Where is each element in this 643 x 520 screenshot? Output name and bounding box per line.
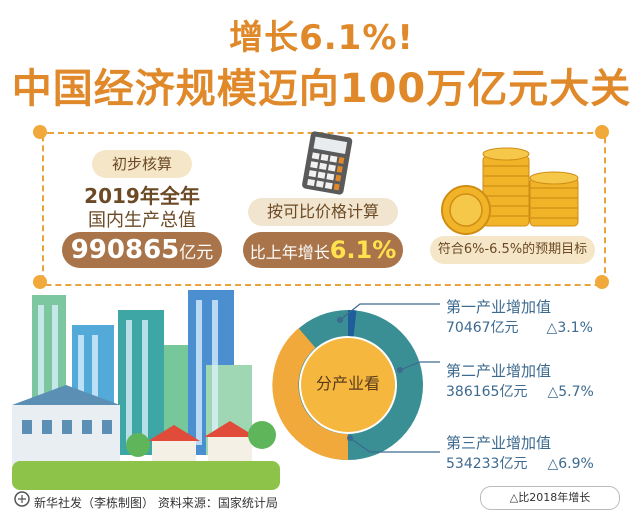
industry-item-primary: 第一产业增加值 70467亿元 △3.1% [446, 296, 593, 337]
expectation-pill: 符合6%-6.5%的预期目标 [430, 236, 595, 264]
panel-corner-dot-icon [595, 275, 609, 289]
xinhua-logo-icon [14, 491, 30, 507]
industry-value-row: 70467亿元 △3.1% [446, 317, 593, 337]
panel-corner-dot-icon [33, 125, 47, 139]
industry-name: 第一产业增加值 [446, 298, 552, 316]
panel-corner-dot-icon [595, 125, 609, 139]
industry-change: △6.9% [547, 456, 594, 472]
label-pill: 初步核算 [92, 150, 192, 178]
industry-name: 第三产业增加值 [446, 434, 552, 452]
industry-value: 534233亿元 [446, 456, 528, 472]
industry-value-row: 534233亿元 △6.9% [446, 453, 594, 473]
growth-prefix: 比上年增长 [249, 243, 330, 262]
footer-note: △比2018年增长 [480, 486, 620, 510]
footer-credit: 新华社发（李栋制图） 资料来源：国家统计局 [34, 496, 278, 510]
industry-value: 70467亿元 [446, 320, 519, 336]
calc-method-pill: 按可比价格计算 [248, 198, 398, 226]
gdp-value-pill: 990865亿元 [62, 232, 222, 268]
calculator-icon [302, 131, 353, 195]
title-line1: 增长6.1%! [229, 18, 414, 58]
industry-change: △5.7% [547, 384, 594, 400]
gdp-label: 国内生产总值 [88, 210, 196, 231]
year-text: 2019年全年 [84, 184, 200, 208]
growth-pill: 比上年增长6.1% [243, 232, 403, 268]
panel-corner-dot-icon [33, 275, 47, 289]
gdp-value: 990865 [70, 235, 180, 265]
industry-item-tertiary: 第三产业增加值 534233亿元 △6.9% [446, 432, 594, 473]
industry-value: 386165亿元 [446, 384, 528, 400]
industry-change: △3.1% [546, 320, 593, 336]
industry-value-row: 386165亿元 △5.7% [446, 381, 594, 401]
summary-panel [42, 132, 606, 286]
industry-item-secondary: 第二产业增加值 386165亿元 △5.7% [446, 360, 594, 401]
industry-name: 第二产业增加值 [446, 362, 552, 380]
donut-center-label: 分产业看 [315, 374, 380, 393]
coins-icon [441, 147, 579, 235]
growth-value: 6.1% [329, 236, 397, 264]
gdp-unit: 亿元 [179, 243, 214, 263]
donut-ring-icon [272, 309, 423, 461]
title-line2: 中国经济规模迈向100万亿元大关 [11, 66, 632, 112]
connector-lines [337, 303, 440, 453]
city-buildings-icon [12, 290, 280, 490]
